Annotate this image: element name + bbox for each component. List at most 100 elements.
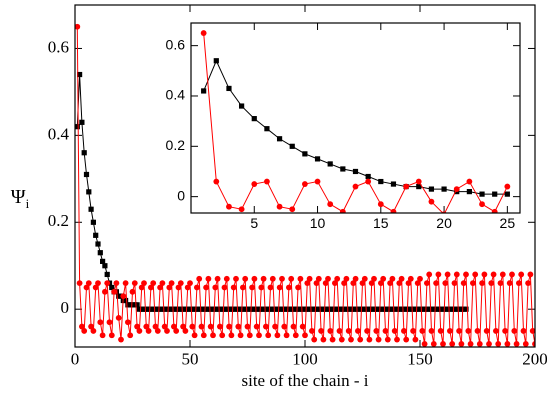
series-line xyxy=(76,26,535,345)
point xyxy=(437,328,444,334)
point xyxy=(338,336,345,343)
point xyxy=(85,280,92,287)
point xyxy=(115,314,122,321)
x-tick-label: 10 xyxy=(310,215,326,231)
point xyxy=(352,275,359,282)
point xyxy=(295,284,301,291)
point xyxy=(154,328,161,334)
point xyxy=(237,332,244,339)
point xyxy=(138,284,145,291)
point xyxy=(488,280,495,287)
point xyxy=(428,198,435,205)
point xyxy=(502,328,508,334)
point xyxy=(447,328,453,334)
point xyxy=(217,323,223,330)
point xyxy=(504,191,510,197)
point xyxy=(394,336,400,343)
point xyxy=(463,306,469,312)
point xyxy=(339,208,346,213)
point xyxy=(228,332,235,339)
point xyxy=(441,186,447,192)
point xyxy=(276,284,283,291)
point xyxy=(327,328,334,334)
point xyxy=(398,275,405,282)
point xyxy=(136,328,143,334)
point xyxy=(264,178,270,185)
point xyxy=(265,332,272,339)
point xyxy=(171,323,177,330)
point xyxy=(520,328,527,334)
point xyxy=(194,284,200,291)
point xyxy=(210,332,216,339)
point xyxy=(325,275,331,282)
point xyxy=(173,328,180,334)
point xyxy=(75,124,80,130)
point xyxy=(416,183,422,190)
point xyxy=(249,284,256,291)
point xyxy=(223,275,230,282)
point xyxy=(281,323,288,330)
point xyxy=(463,271,469,278)
point xyxy=(131,280,138,287)
point xyxy=(141,280,147,287)
point xyxy=(424,280,430,287)
point xyxy=(492,191,498,197)
point xyxy=(419,328,426,334)
point xyxy=(289,143,295,149)
point xyxy=(191,332,198,339)
point xyxy=(304,280,311,287)
point xyxy=(410,328,416,334)
point xyxy=(371,275,377,282)
point xyxy=(440,341,446,347)
point xyxy=(479,201,485,208)
point xyxy=(297,275,304,282)
y-axis-label: Ψi xyxy=(11,186,30,211)
y-tick-label: 0.2 xyxy=(166,137,186,153)
point xyxy=(267,284,274,291)
point xyxy=(352,183,359,190)
point xyxy=(302,151,308,157)
point xyxy=(301,181,308,187)
x-tick-label: 5 xyxy=(250,215,258,231)
point xyxy=(86,189,92,195)
point xyxy=(213,58,219,64)
point xyxy=(164,328,170,334)
point xyxy=(506,280,513,287)
plot-frame xyxy=(190,22,521,214)
point xyxy=(212,284,219,291)
point xyxy=(391,328,398,334)
x-tick-label: 15 xyxy=(373,215,389,231)
point xyxy=(491,208,498,213)
point xyxy=(481,271,488,278)
point xyxy=(152,323,159,330)
point xyxy=(375,336,382,343)
y-tick-label: 0.6 xyxy=(166,36,186,52)
point xyxy=(387,280,393,287)
point xyxy=(104,280,111,287)
point xyxy=(453,186,460,192)
point xyxy=(444,271,451,278)
point xyxy=(466,178,473,185)
point xyxy=(205,275,212,282)
point xyxy=(407,275,414,282)
point xyxy=(76,280,83,287)
x-axis-label: site of the chain - i xyxy=(242,371,369,390)
point xyxy=(120,293,127,300)
point xyxy=(456,328,462,334)
point xyxy=(483,328,490,334)
point xyxy=(290,323,297,330)
point xyxy=(414,280,421,287)
point xyxy=(272,323,278,330)
point xyxy=(389,275,396,282)
point xyxy=(327,161,333,167)
y-tick-label: 0 xyxy=(61,298,70,317)
point xyxy=(88,206,94,212)
point xyxy=(504,341,511,347)
point xyxy=(451,280,458,287)
point xyxy=(355,328,361,334)
point xyxy=(306,275,313,282)
point xyxy=(497,280,504,287)
point xyxy=(460,280,467,287)
point xyxy=(276,203,283,210)
